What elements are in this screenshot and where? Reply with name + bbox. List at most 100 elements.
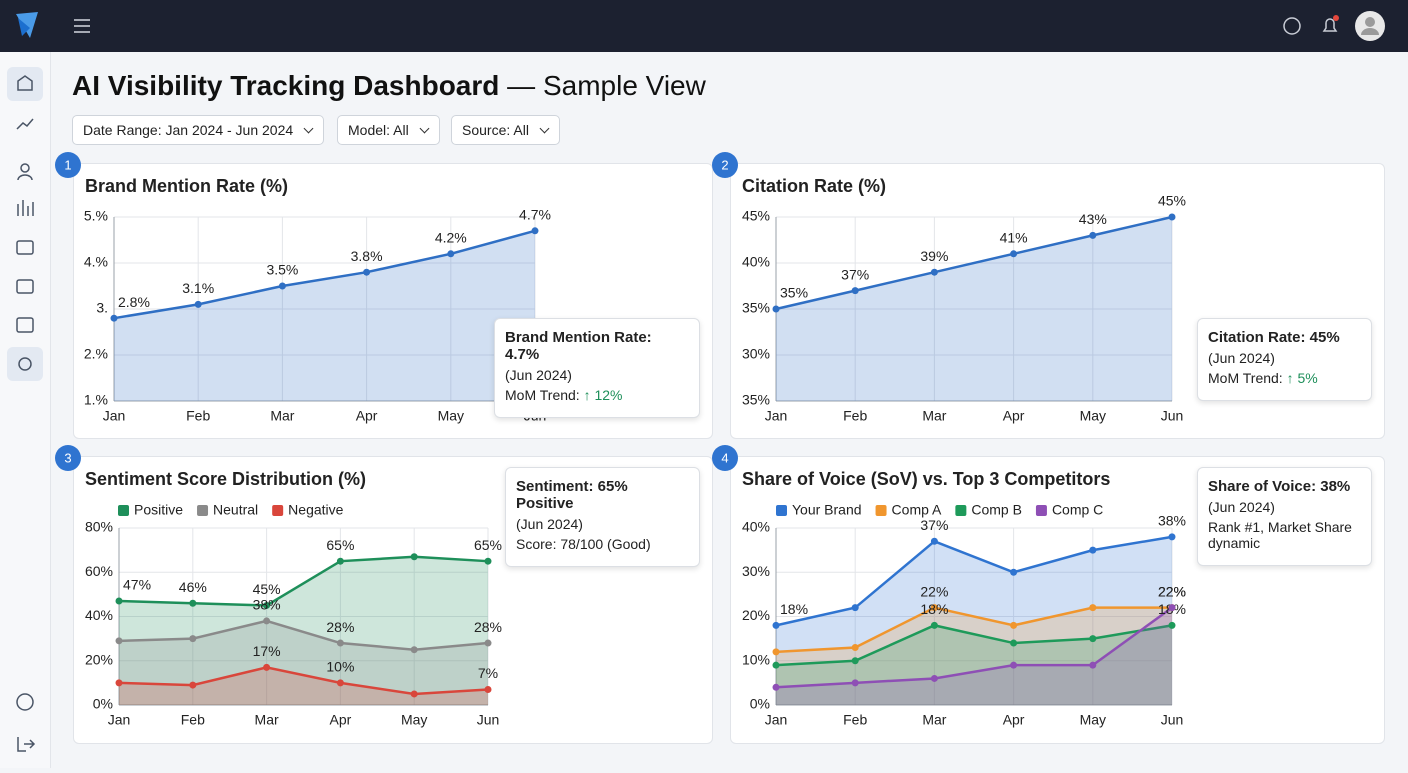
data-label: 3.5% [266, 262, 298, 278]
point [189, 599, 197, 607]
point [1168, 621, 1176, 629]
point [851, 679, 859, 687]
y-tick-label: 20% [742, 607, 770, 623]
area [114, 230, 535, 401]
filter[interactable]: Model: All [337, 115, 440, 145]
y-tick-label: 35% [742, 392, 770, 408]
nav-trends[interactable] [16, 118, 34, 130]
menu-icon[interactable] [74, 19, 90, 33]
nav-user-body [17, 174, 33, 181]
point [263, 617, 271, 625]
notification-dot [1333, 15, 1339, 21]
sidebar [0, 52, 51, 768]
data-label: 37% [841, 266, 869, 282]
legend-label: Negative [288, 502, 343, 518]
data-label: 22% [1158, 583, 1186, 599]
point [1168, 604, 1176, 612]
point [772, 683, 780, 691]
line [118, 555, 489, 607]
x-tick-label: Mar [270, 408, 294, 424]
legend-swatch [272, 505, 284, 516]
point [115, 679, 123, 687]
nav-archive[interactable] [16, 279, 34, 294]
data-label: 65% [326, 537, 354, 553]
point [410, 646, 418, 654]
point [851, 287, 859, 295]
nav-logout[interactable] [17, 737, 36, 752]
chart-title: Sentiment Score Distribution (%) [85, 469, 366, 489]
data-label: 22% [920, 583, 948, 599]
x-tick-label: Jan [103, 408, 126, 424]
point [115, 597, 123, 605]
legend-label: Comp C [1052, 502, 1103, 518]
area [776, 625, 1172, 705]
point [772, 305, 780, 313]
nav-chart[interactable] [16, 240, 34, 255]
x-tick-label: May [1080, 408, 1106, 424]
nav-report[interactable] [16, 317, 34, 333]
badge-number: 3 [64, 450, 71, 465]
point [772, 621, 780, 629]
data-label: 37% [920, 517, 948, 533]
legend-swatch [118, 505, 129, 516]
x-tick-label: Apr [1003, 408, 1025, 424]
top-bar [0, 0, 1408, 52]
point [1089, 604, 1097, 612]
y-tick-label: 10% [742, 651, 770, 667]
y-tick-label: 3. [96, 300, 108, 316]
point [851, 657, 859, 665]
x-tick-label: Apr [330, 712, 352, 728]
avatar-head [1365, 17, 1375, 27]
x-tick-label: Mar [255, 712, 279, 728]
line [113, 229, 536, 320]
data-label: 41% [1000, 230, 1028, 246]
point [336, 557, 344, 565]
point [930, 268, 938, 276]
point [1089, 635, 1097, 643]
tooltip-date: (Jun 2024) [1208, 350, 1275, 366]
point [484, 639, 492, 647]
bell-icon[interactable] [1322, 18, 1338, 32]
filter[interactable]: Date Range: Jan 2024 - Jun 2024 [72, 115, 325, 145]
y-tick-label: 30% [742, 563, 770, 579]
y-tick-label: 5.% [84, 208, 108, 224]
data-label: 10% [326, 659, 354, 675]
data-label: 43% [1079, 211, 1107, 227]
nav-settings[interactable] [18, 357, 32, 371]
data-label: 18% [780, 601, 808, 617]
point [484, 557, 492, 565]
data-label: 28% [474, 619, 502, 635]
data-label: 46% [179, 579, 207, 595]
help-icon[interactable] [1283, 17, 1301, 35]
area [119, 667, 488, 705]
point [110, 314, 118, 322]
x-tick-label: Mar [922, 408, 946, 424]
point [851, 604, 859, 612]
badge-number: 2 [721, 157, 728, 172]
tooltip-title: Citation Rate: 45% [1208, 329, 1340, 346]
trend-label: MoM Trend: [505, 387, 580, 403]
data-label: 4.7% [519, 207, 551, 223]
tooltip: Brand Mention Rate: 4.7% (Jun 2024) MoM Tr… [494, 318, 700, 418]
point [484, 686, 492, 694]
badge [55, 152, 81, 178]
nav-home[interactable] [17, 75, 33, 91]
nav-user[interactable] [20, 163, 30, 173]
nav-help[interactable] [16, 693, 34, 711]
area [776, 217, 1172, 401]
point [410, 553, 418, 561]
sidebar-icons [7, 67, 43, 752]
x-tick-label: Jun [1161, 408, 1184, 424]
x-tick-label: Apr [1003, 712, 1025, 728]
x-tick-label: May [401, 712, 427, 728]
nav-bars[interactable] [17, 200, 34, 216]
point [115, 637, 123, 645]
trend-value: ↑ 12% [583, 387, 623, 403]
title-sub: — Sample View [507, 70, 706, 101]
y-tick-label: 0% [750, 696, 770, 712]
filter[interactable]: Source: All [451, 115, 560, 145]
data-label: 45% [253, 581, 281, 597]
data-label: 39% [920, 248, 948, 264]
tooltip-date: (Jun 2024) [1208, 499, 1275, 515]
